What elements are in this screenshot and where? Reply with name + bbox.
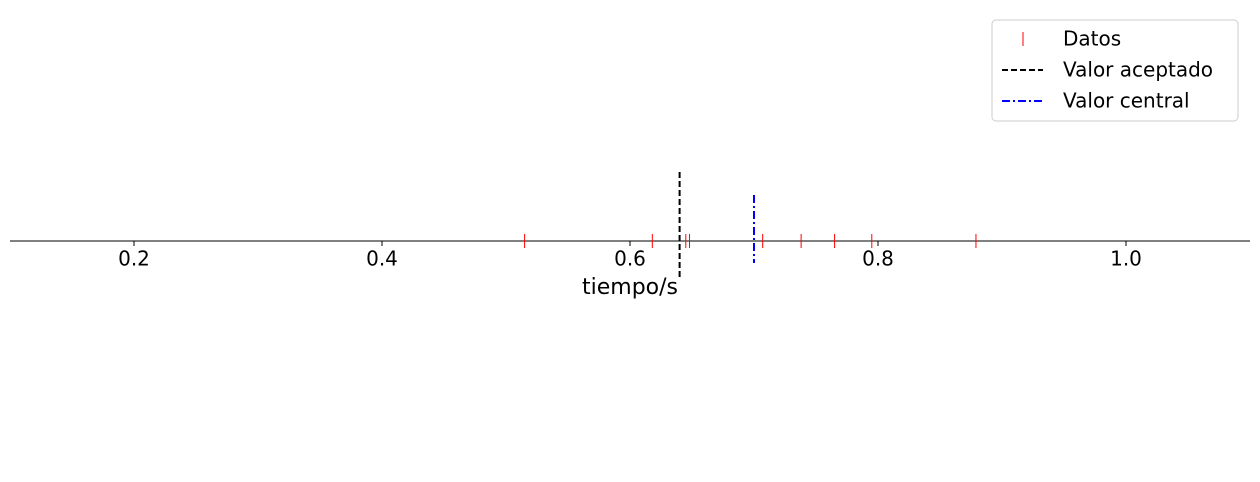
- legend-box: [991, 19, 1239, 122]
- legend-label: Valor aceptado: [1063, 58, 1213, 82]
- x-axis-label: tiempo/s: [582, 275, 678, 300]
- x-tick-label: 0.4: [366, 247, 398, 271]
- legend-label: Valor central: [1063, 89, 1190, 113]
- x-tick-label: 0.2: [118, 247, 150, 271]
- x-tick-label: 0.8: [862, 247, 894, 271]
- x-tick-label: 1.0: [1110, 247, 1142, 271]
- legend: Datos Valor aceptado Valor central: [991, 19, 1239, 122]
- x-tick-label: 0.6: [614, 247, 646, 271]
- legend-label: Datos: [1063, 27, 1121, 51]
